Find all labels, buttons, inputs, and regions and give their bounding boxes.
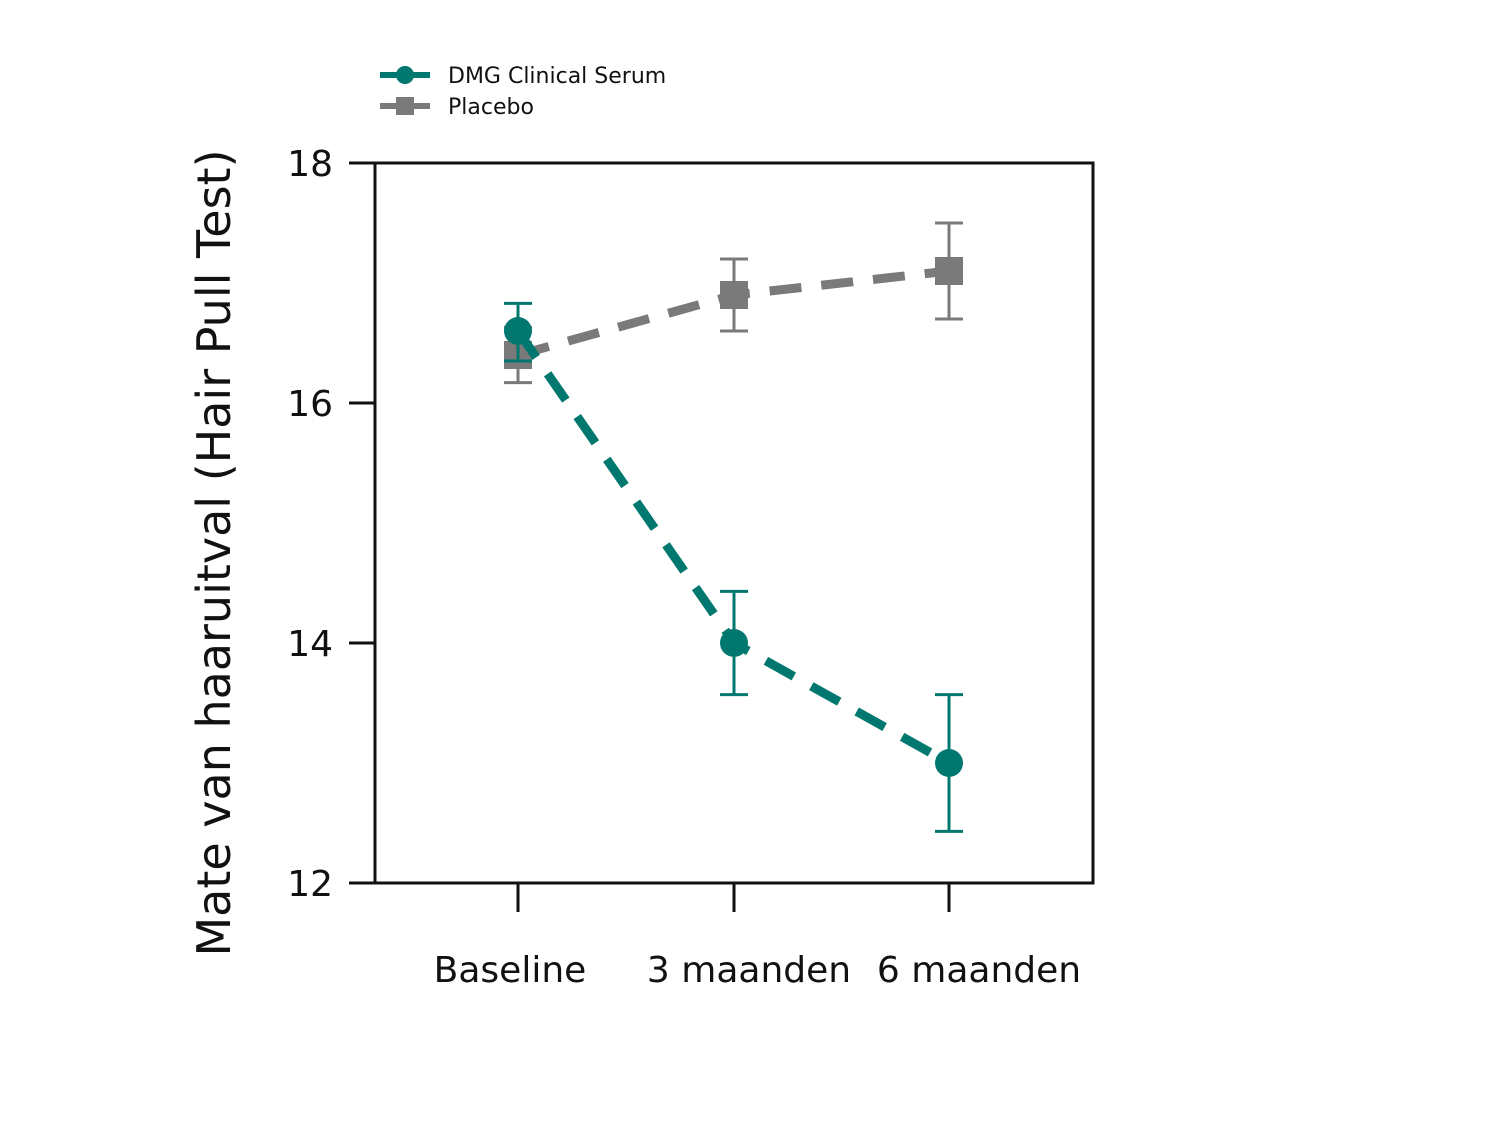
series-dmg-clinical-serum: [504, 301, 963, 833]
x-tick-label: Baseline: [434, 950, 587, 991]
y-axis: 12 14 16 18: [287, 144, 393, 905]
series-placebo: [504, 221, 963, 385]
y-tick-label: 18: [287, 144, 333, 185]
data-point: [935, 257, 963, 285]
series-layer: [504, 221, 963, 833]
data-point: [720, 629, 748, 657]
x-tick-label: 6 maanden: [877, 950, 1081, 991]
x-axis: Baseline 3 maanden 6 maanden: [434, 883, 1081, 991]
legend-label: Placebo: [448, 95, 534, 120]
data-point: [504, 317, 532, 345]
data-point: [720, 281, 748, 309]
data-point: [935, 749, 963, 777]
y-tick-label: 12: [287, 864, 333, 905]
y-tick-label: 16: [287, 384, 333, 425]
series-line: [514, 328, 952, 767]
legend-label: DMG Clinical Serum: [448, 64, 666, 89]
y-axis-title: Mate van haaruitval (Hair Pull Test): [187, 149, 241, 956]
x-tick-label: 3 maanden: [647, 950, 851, 991]
legend: DMG Clinical Serum Placebo: [380, 64, 666, 120]
legend-marker-circle: [396, 66, 414, 84]
y-tick-label: 14: [287, 624, 333, 665]
legend-marker-square: [396, 97, 414, 115]
